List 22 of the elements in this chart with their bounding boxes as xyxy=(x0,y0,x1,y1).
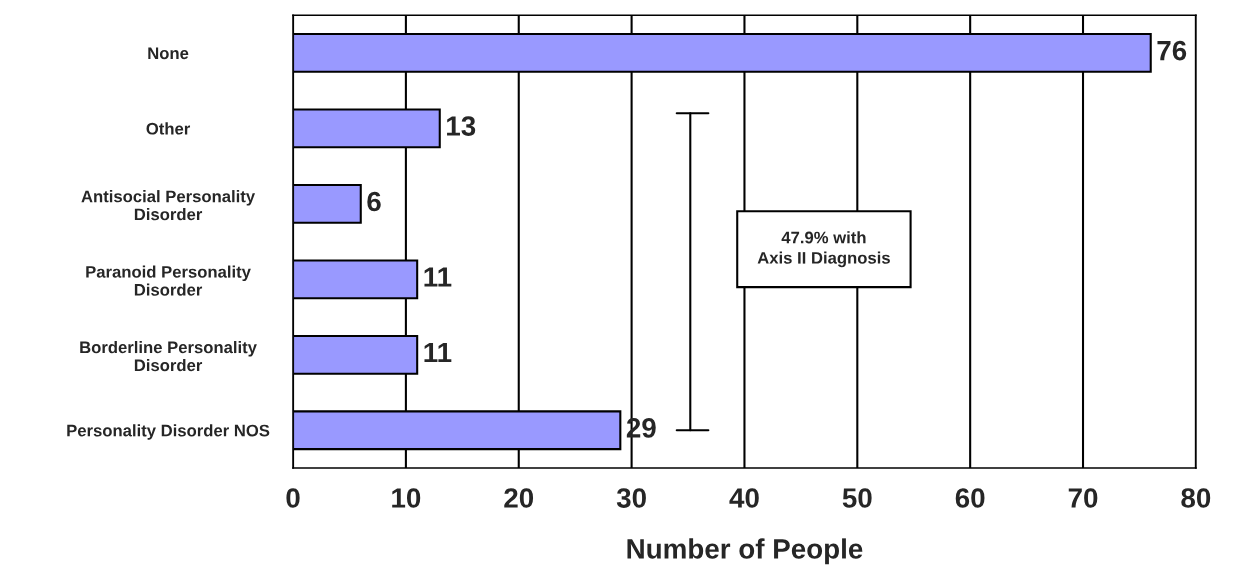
y-tick-label: Other xyxy=(146,122,191,135)
x-tick-label: 80 xyxy=(1181,488,1211,508)
x-tick-label: 40 xyxy=(729,488,759,508)
data-label: 11 xyxy=(424,342,452,362)
data-label: 6 xyxy=(367,191,381,212)
y-tick-label: Personality Disorder NOS xyxy=(67,424,270,440)
x-tick-label: 50 xyxy=(842,488,872,508)
x-tick-label: 60 xyxy=(955,488,985,508)
x-tick-label: 30 xyxy=(616,488,646,508)
data-label: 11 xyxy=(424,267,452,287)
x-tick-label: 10 xyxy=(392,488,421,508)
data-label: 13 xyxy=(447,116,476,136)
x-tick-label: 0 xyxy=(286,488,300,508)
x-axis-title: Number of People xyxy=(627,538,863,565)
x-tick-label: 70 xyxy=(1068,488,1098,508)
y-tick-label: Borderline Personality Disorder xyxy=(80,341,257,372)
y-tick-label: None xyxy=(148,47,189,60)
annotation: 47.9% with Axis II Diagnosis xyxy=(757,231,890,268)
data-label: 76 xyxy=(1157,40,1187,61)
y-tick-label: Antisocial Personality Disorder xyxy=(81,190,256,221)
y-tick-label: Paranoid Personality Disorder xyxy=(86,265,251,296)
x-tick-label: 20 xyxy=(504,488,534,508)
